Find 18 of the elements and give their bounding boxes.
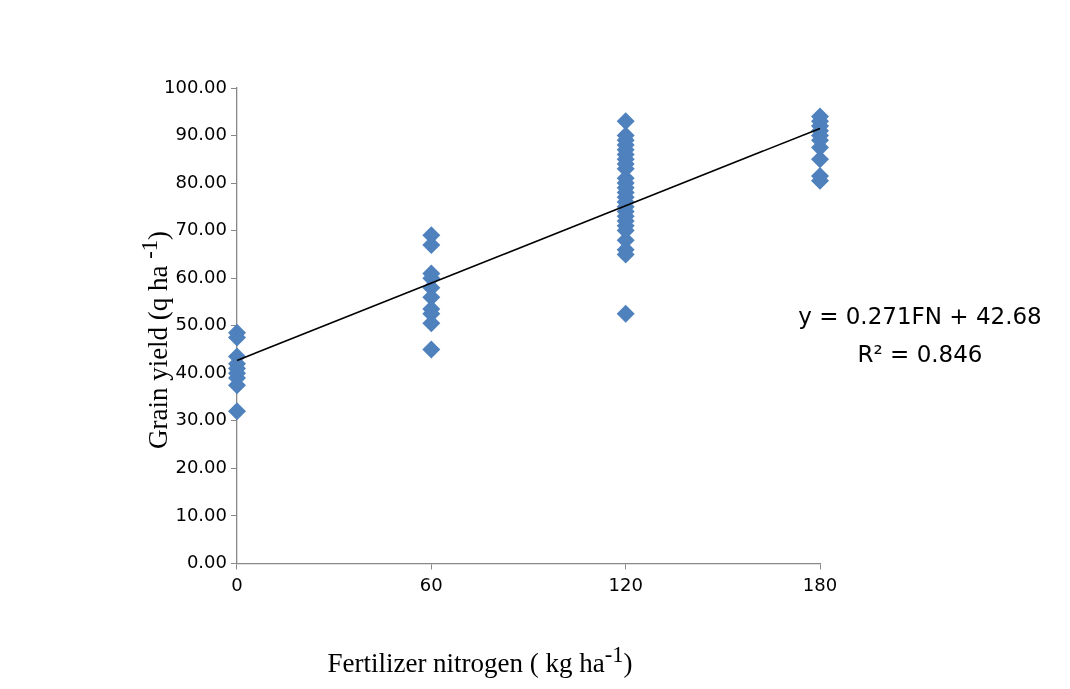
y-tick-label: 60.00 — [175, 265, 227, 287]
x-axis-title: Fertilizer nitrogen ( kg ha$^{-1}$) — [327, 641, 633, 679]
y-tick-label: 10.00 — [175, 503, 227, 525]
y-tick-label: 20.00 — [175, 455, 227, 477]
y-tick-label: 50.00 — [175, 313, 227, 335]
y-tick-label: 90.00 — [175, 123, 227, 145]
x-tick-label: 0 — [231, 573, 243, 595]
y-tick-label: 80.00 — [175, 170, 227, 192]
x-tick-label: 60 — [419, 573, 443, 595]
y-tick-label: 30.00 — [175, 408, 227, 430]
y-tick-label: 100.00 — [164, 75, 227, 97]
y-tick-label: 0.00 — [186, 551, 227, 573]
text: R² = 0.846 — [857, 340, 983, 367]
x-tick-label: 120 — [608, 573, 643, 595]
y-tick-label: 40.00 — [175, 360, 227, 382]
x-tick-label: 180 — [802, 573, 838, 595]
y-tick-label: 70.00 — [175, 218, 227, 240]
annotation: y = 0.271FN + 42.68 — [798, 302, 1042, 329]
